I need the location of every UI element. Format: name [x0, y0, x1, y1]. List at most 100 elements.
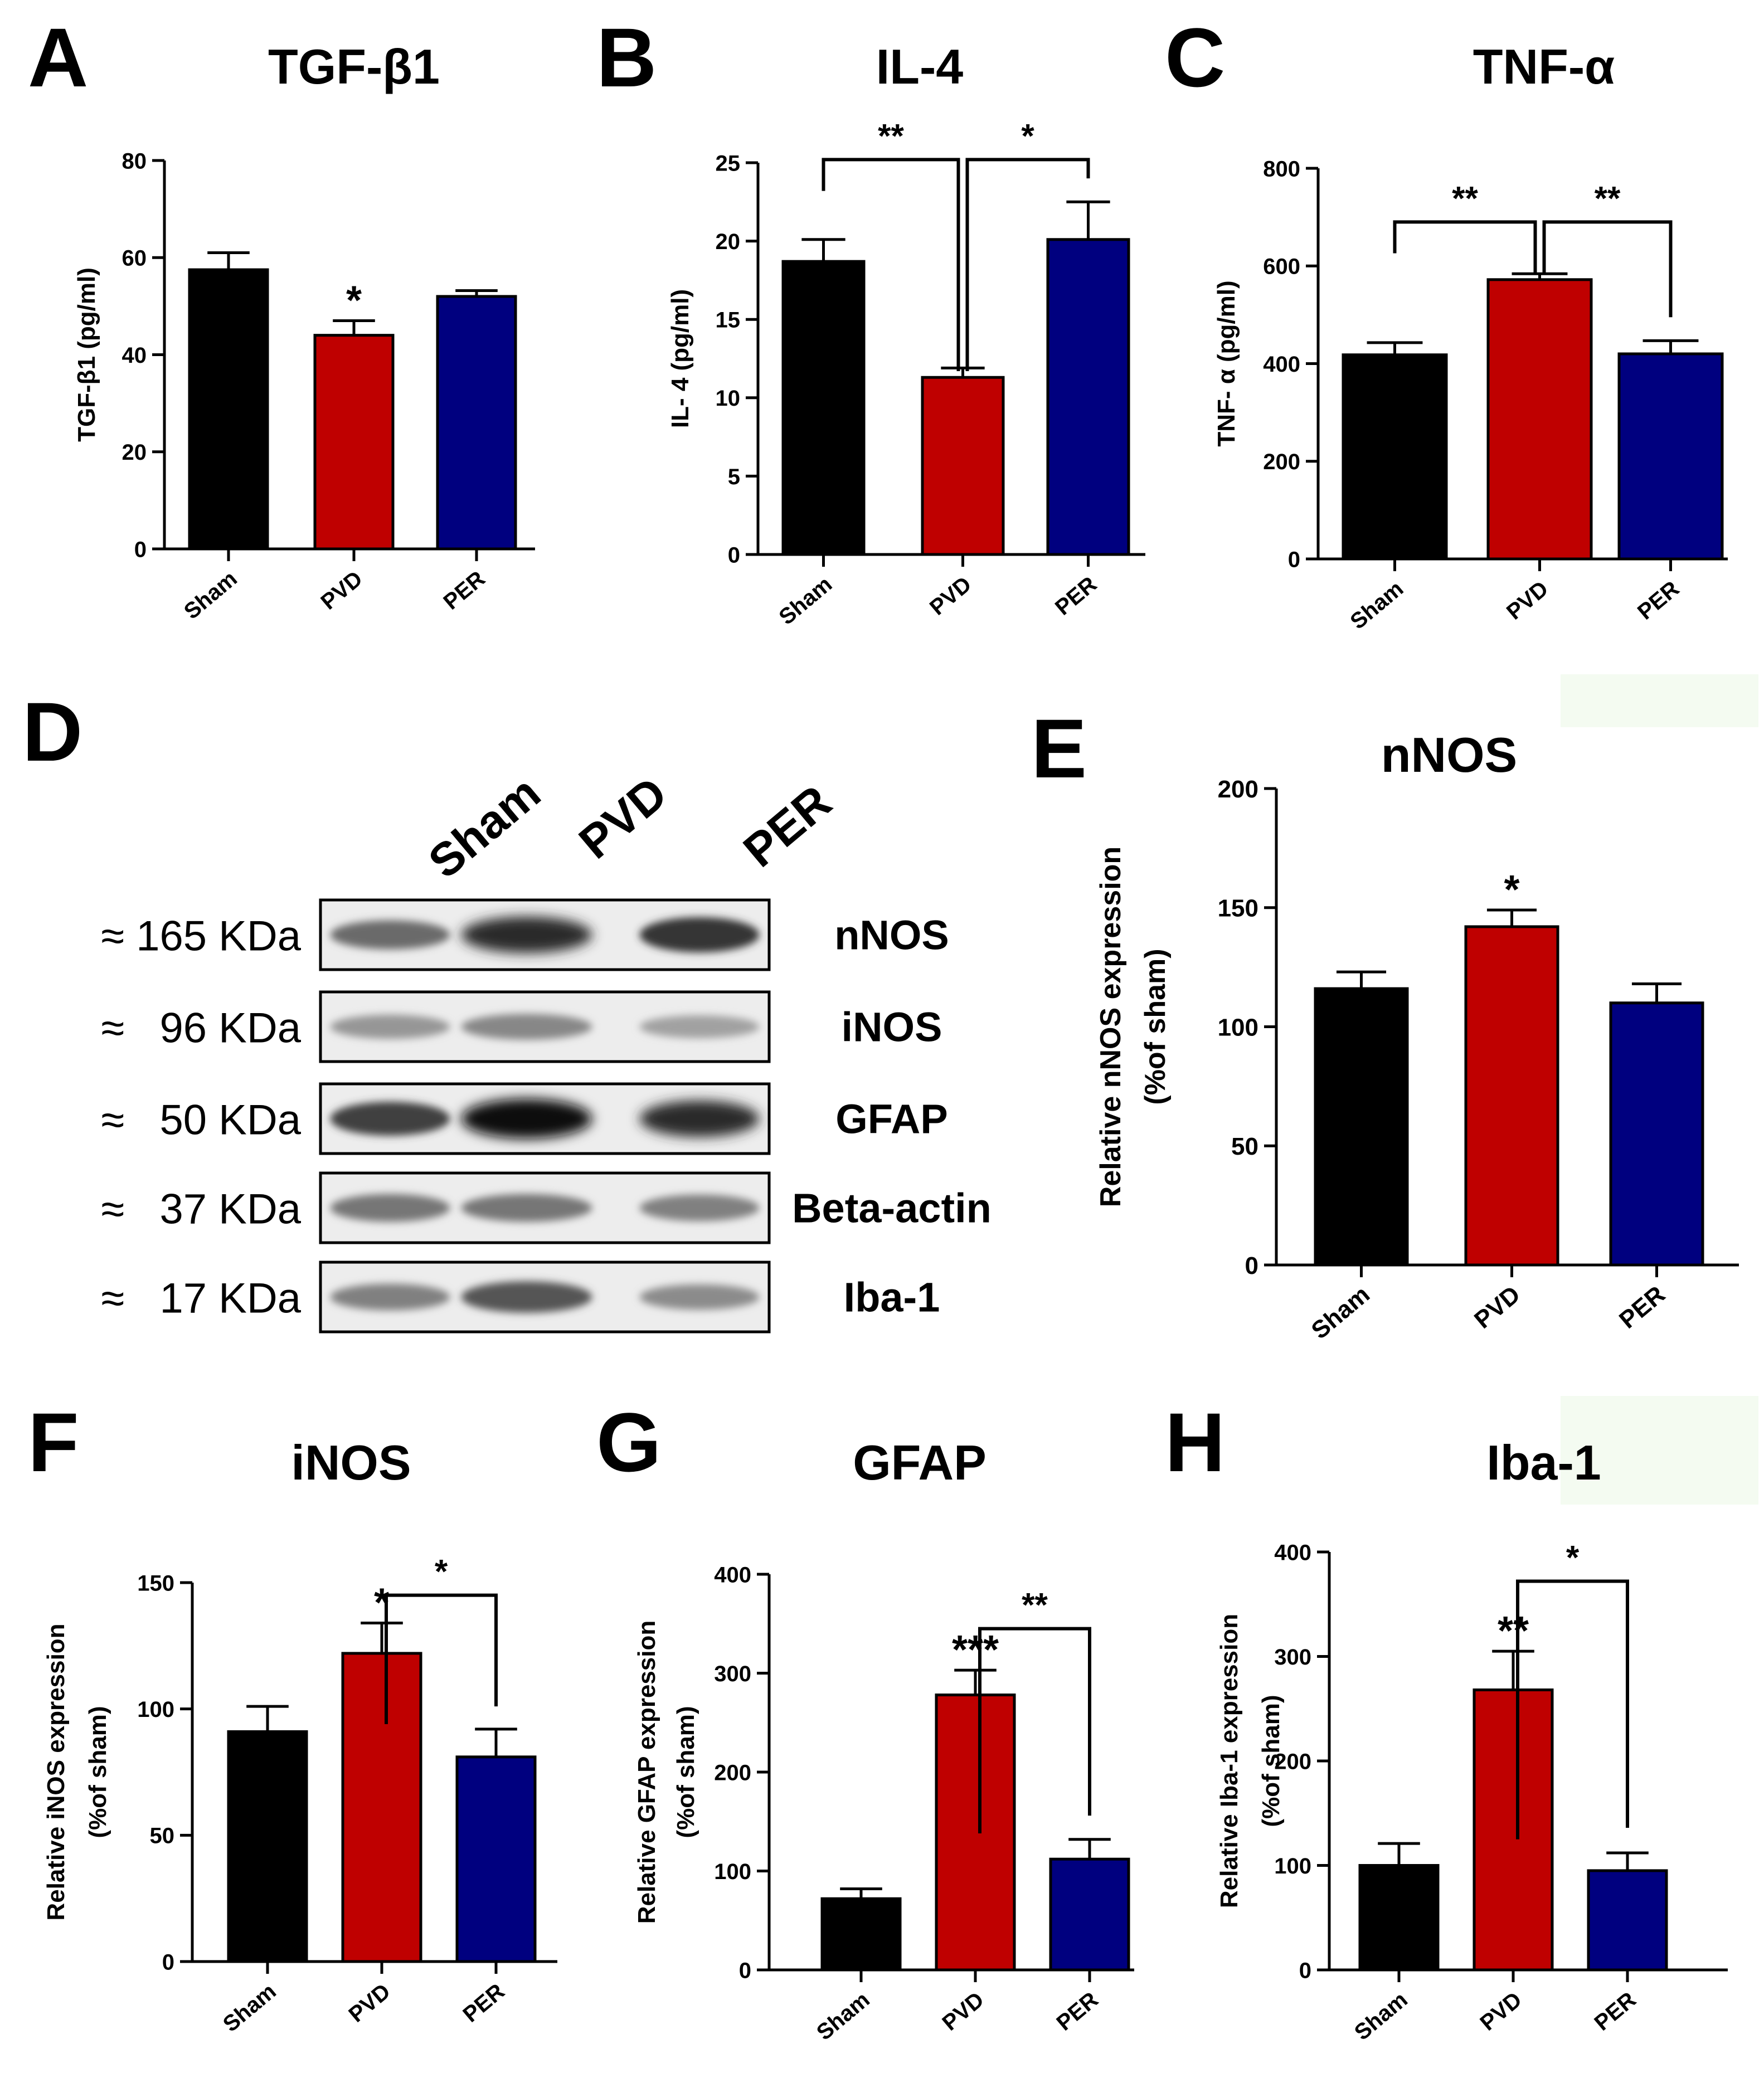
x-tick-label: Sham: [812, 1987, 874, 2045]
blot-band: [461, 916, 592, 953]
x-tick-label: Sham: [1306, 1281, 1375, 1345]
x-tick-label: PVD: [344, 1979, 395, 2027]
x-tick-label: PER: [1590, 1987, 1640, 2036]
y-tick-label: 300: [1274, 1645, 1311, 1670]
bar-pvd: [921, 376, 1005, 556]
bar-pvd: [313, 334, 395, 551]
blot-band: [639, 1284, 760, 1310]
y-tick-label: 0: [134, 537, 147, 562]
y-tick-label: 200: [1263, 450, 1300, 474]
y-tick-label: 25: [716, 151, 741, 176]
x-tick-label: PER: [439, 566, 489, 615]
chart-title: IL-4: [876, 39, 964, 94]
y-tick-label: 200: [1218, 776, 1258, 803]
y-tick-label: 0: [162, 1950, 174, 1974]
chart-panel-c: TNF-α 0 200 400 600 800 TNF- α (pg/ml) Sham PVD P…: [1213, 39, 1728, 634]
significance-star: *: [1504, 868, 1519, 912]
x-tick-label: PER: [1614, 1281, 1670, 1334]
comparison-bracket: [822, 158, 960, 371]
panel-letter-f: F: [28, 1395, 79, 1489]
blot-protein-label: Iba-1: [844, 1274, 940, 1321]
y-tick-label: 100: [1218, 1014, 1258, 1041]
bar-per: [455, 1755, 537, 1963]
y-axis-label: TNF- α (pg/ml): [1213, 280, 1240, 446]
panel-letter-d: D: [22, 685, 82, 778]
chart-panel-f: iNOS 0 50 100 150 Relative iNOS expression (%o…: [42, 1435, 557, 2037]
x-tick-label: PVD: [1469, 1281, 1525, 1334]
x-tick-label: Sham: [1346, 576, 1408, 634]
y-tick-label: 100: [137, 1697, 174, 1722]
chart-title: TNF-α: [1473, 39, 1615, 94]
chart-panel-h: Iba-1 0 100 200 300 400 Relative Iba-1 express…: [1216, 1435, 1728, 2045]
blot-band: [461, 1098, 592, 1139]
comparison-significance: **: [878, 117, 904, 154]
comparison-significance: *: [1566, 1539, 1580, 1576]
bar-pvd: [1464, 925, 1559, 1267]
comparison-bracket: [1393, 220, 1537, 274]
blot-protein-label: GFAP: [835, 1096, 947, 1142]
y-axis-label-unit: (%of sham): [84, 1706, 111, 1838]
blot-band: [639, 1100, 760, 1137]
comparison-significance: *: [1021, 117, 1034, 154]
bar-pvd: [1486, 278, 1593, 561]
x-tick-label: PVD: [1502, 576, 1553, 625]
chart-title: iNOS: [291, 1435, 411, 1490]
y-axis-label: Relative Iba-1 expression: [1216, 1614, 1243, 1908]
significance-star: *: [346, 279, 362, 323]
x-tick-label: PER: [1633, 576, 1684, 625]
y-axis-label: Relative GFAP expression: [633, 1621, 660, 1924]
bar-pvd: [935, 1694, 1016, 1972]
x-tick-label: PVD: [316, 566, 367, 615]
y-tick-label: 20: [122, 440, 147, 465]
bar-per: [1046, 238, 1130, 556]
y-axis-label-unit: (%of sham): [1139, 948, 1172, 1104]
y-tick-label: 0: [1299, 1958, 1311, 1983]
bar-sham: [781, 260, 866, 556]
y-tick-label: 50: [150, 1824, 175, 1848]
y-tick-label: 0: [739, 1958, 751, 1983]
significance-star: ***: [952, 1628, 999, 1672]
blot-band: [330, 1014, 450, 1039]
comparison-significance: *: [435, 1553, 448, 1590]
comparison-significance: **: [1022, 1587, 1048, 1624]
y-axis-label: IL- 4 (pg/ml): [667, 289, 694, 428]
blot-protein-label: Beta-actin: [792, 1185, 992, 1232]
bar-sham: [1314, 987, 1409, 1267]
panel-letter-c: C: [1165, 11, 1225, 104]
y-tick-label: 150: [137, 1571, 174, 1595]
comparison-bracket: [965, 158, 1090, 371]
y-axis-label: Relative nNOS expression: [1095, 846, 1127, 1207]
panel-letter-h: H: [1165, 1395, 1225, 1489]
bar-per: [1617, 352, 1724, 561]
x-tick-label: PVD: [937, 1987, 988, 2036]
y-tick-label: 15: [716, 308, 741, 333]
bar-per: [1587, 1869, 1668, 1972]
y-tick-label: 80: [122, 149, 147, 173]
western-blot-panel: Sham PVD PER ≈ 165 KDa nNOS ≈ 96 KDa iNOS ≈ 50 …: [101, 766, 992, 1334]
x-tick-label: Sham: [179, 566, 242, 624]
panel-letter-g: G: [596, 1395, 662, 1489]
blot-band: [330, 1102, 450, 1136]
x-tick-label: PVD: [1475, 1987, 1526, 2036]
blot-protein-label: nNOS: [834, 912, 949, 958]
blot-lane-label: Sham: [419, 766, 550, 888]
y-axis-label-unit: (%of sham): [672, 1706, 699, 1838]
comparison-bracket: [385, 1593, 498, 1724]
y-tick-label: 400: [714, 1563, 751, 1587]
comparison-bracket: [978, 1627, 1091, 1834]
y-tick-label: 50: [1231, 1133, 1258, 1160]
panel-letter-e: E: [1031, 702, 1087, 795]
molecular-weight-label: ≈ 50 KDa: [101, 1097, 301, 1144]
bar-sham: [1358, 1864, 1440, 1972]
y-tick-label: 100: [714, 1860, 751, 1884]
molecular-weight-label: ≈ 37 KDa: [101, 1186, 301, 1233]
y-axis-label-unit: (%of sham): [1257, 1695, 1285, 1827]
y-tick-label: 0: [728, 543, 740, 567]
y-axis-label: TGF-β1 (pg/ml): [73, 267, 100, 442]
y-tick-label: 10: [716, 386, 741, 411]
bar-pvd: [1473, 1688, 1554, 1972]
blot-band: [639, 1194, 760, 1222]
blot-band: [461, 1014, 592, 1040]
x-tick-label: Sham: [218, 1979, 281, 2037]
comparison-bracket: [1542, 220, 1673, 318]
